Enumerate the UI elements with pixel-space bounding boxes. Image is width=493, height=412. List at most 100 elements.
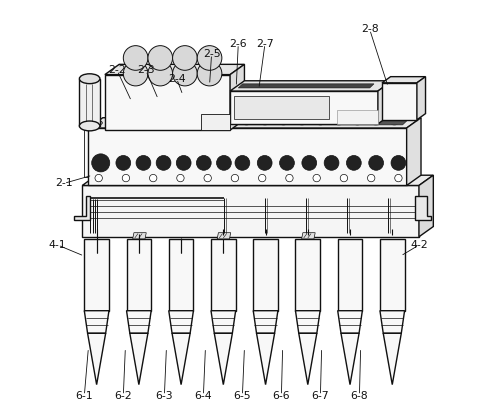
Polygon shape: [105, 75, 230, 130]
Polygon shape: [407, 118, 421, 185]
Ellipse shape: [243, 121, 250, 125]
Polygon shape: [380, 311, 405, 333]
Ellipse shape: [79, 74, 100, 84]
Polygon shape: [238, 84, 374, 88]
Circle shape: [367, 174, 375, 182]
Polygon shape: [84, 239, 109, 311]
Circle shape: [286, 174, 293, 182]
Polygon shape: [211, 311, 236, 333]
Text: 2-5: 2-5: [203, 49, 220, 59]
Polygon shape: [74, 196, 91, 220]
Polygon shape: [256, 333, 275, 385]
Polygon shape: [84, 128, 93, 177]
Polygon shape: [382, 77, 425, 83]
Polygon shape: [383, 333, 401, 385]
Text: 2-7: 2-7: [256, 39, 274, 49]
Circle shape: [340, 174, 348, 182]
Polygon shape: [238, 121, 407, 125]
Polygon shape: [295, 311, 320, 333]
Polygon shape: [211, 239, 236, 311]
Polygon shape: [230, 64, 245, 130]
Polygon shape: [82, 175, 433, 185]
Text: 6-4: 6-4: [195, 391, 212, 401]
Circle shape: [173, 61, 197, 86]
Text: 2-1: 2-1: [55, 178, 72, 188]
Polygon shape: [88, 333, 106, 385]
Circle shape: [235, 155, 250, 170]
Ellipse shape: [167, 121, 174, 125]
Polygon shape: [253, 239, 278, 311]
Circle shape: [176, 174, 184, 182]
Ellipse shape: [317, 121, 324, 125]
Polygon shape: [169, 311, 193, 333]
Circle shape: [391, 155, 406, 170]
Circle shape: [92, 154, 110, 172]
Polygon shape: [338, 239, 362, 311]
Ellipse shape: [142, 121, 150, 125]
Circle shape: [369, 155, 384, 170]
Circle shape: [258, 174, 266, 182]
Text: 4-1: 4-1: [49, 240, 67, 250]
Polygon shape: [253, 311, 278, 333]
Circle shape: [347, 155, 361, 170]
Ellipse shape: [95, 121, 103, 125]
Polygon shape: [295, 239, 320, 311]
Polygon shape: [127, 311, 151, 333]
Circle shape: [313, 174, 320, 182]
Polygon shape: [214, 333, 232, 385]
Circle shape: [302, 155, 317, 170]
Text: 6-7: 6-7: [312, 391, 329, 401]
Circle shape: [231, 174, 239, 182]
Circle shape: [148, 61, 173, 86]
Ellipse shape: [261, 121, 269, 125]
Circle shape: [197, 46, 222, 70]
Polygon shape: [230, 91, 378, 124]
Polygon shape: [88, 118, 421, 128]
Ellipse shape: [298, 121, 306, 125]
Polygon shape: [88, 128, 407, 185]
Circle shape: [204, 174, 211, 182]
Ellipse shape: [353, 121, 361, 125]
Circle shape: [173, 46, 197, 70]
Polygon shape: [133, 233, 146, 239]
Text: 2-8: 2-8: [361, 24, 379, 35]
Polygon shape: [105, 64, 245, 75]
Circle shape: [280, 155, 294, 170]
Polygon shape: [341, 333, 359, 385]
Ellipse shape: [280, 121, 287, 125]
Circle shape: [176, 155, 191, 170]
Text: 6-6: 6-6: [273, 391, 290, 401]
Polygon shape: [169, 239, 193, 311]
Polygon shape: [201, 114, 230, 130]
Ellipse shape: [335, 121, 343, 125]
Text: 6-5: 6-5: [234, 391, 251, 401]
Circle shape: [95, 174, 103, 182]
Polygon shape: [419, 175, 433, 237]
Circle shape: [156, 155, 171, 170]
Circle shape: [148, 46, 173, 70]
Polygon shape: [79, 79, 100, 126]
Circle shape: [123, 61, 148, 86]
Text: 6-1: 6-1: [75, 391, 93, 401]
Polygon shape: [82, 185, 419, 237]
Polygon shape: [230, 81, 392, 91]
Text: 6-8: 6-8: [351, 391, 368, 401]
Ellipse shape: [390, 121, 398, 125]
Text: 6-2: 6-2: [114, 391, 132, 401]
Circle shape: [196, 155, 211, 170]
Ellipse shape: [79, 121, 100, 131]
Polygon shape: [338, 311, 362, 333]
Circle shape: [116, 155, 131, 170]
Ellipse shape: [119, 121, 126, 125]
Polygon shape: [217, 233, 231, 239]
Circle shape: [136, 155, 151, 170]
Circle shape: [257, 155, 272, 170]
Polygon shape: [299, 333, 317, 385]
Polygon shape: [84, 311, 109, 333]
Text: 4-2: 4-2: [410, 240, 428, 250]
Text: 2-2: 2-2: [108, 66, 126, 75]
Polygon shape: [234, 96, 329, 119]
Circle shape: [123, 46, 148, 70]
Circle shape: [324, 155, 339, 170]
Circle shape: [395, 174, 402, 182]
